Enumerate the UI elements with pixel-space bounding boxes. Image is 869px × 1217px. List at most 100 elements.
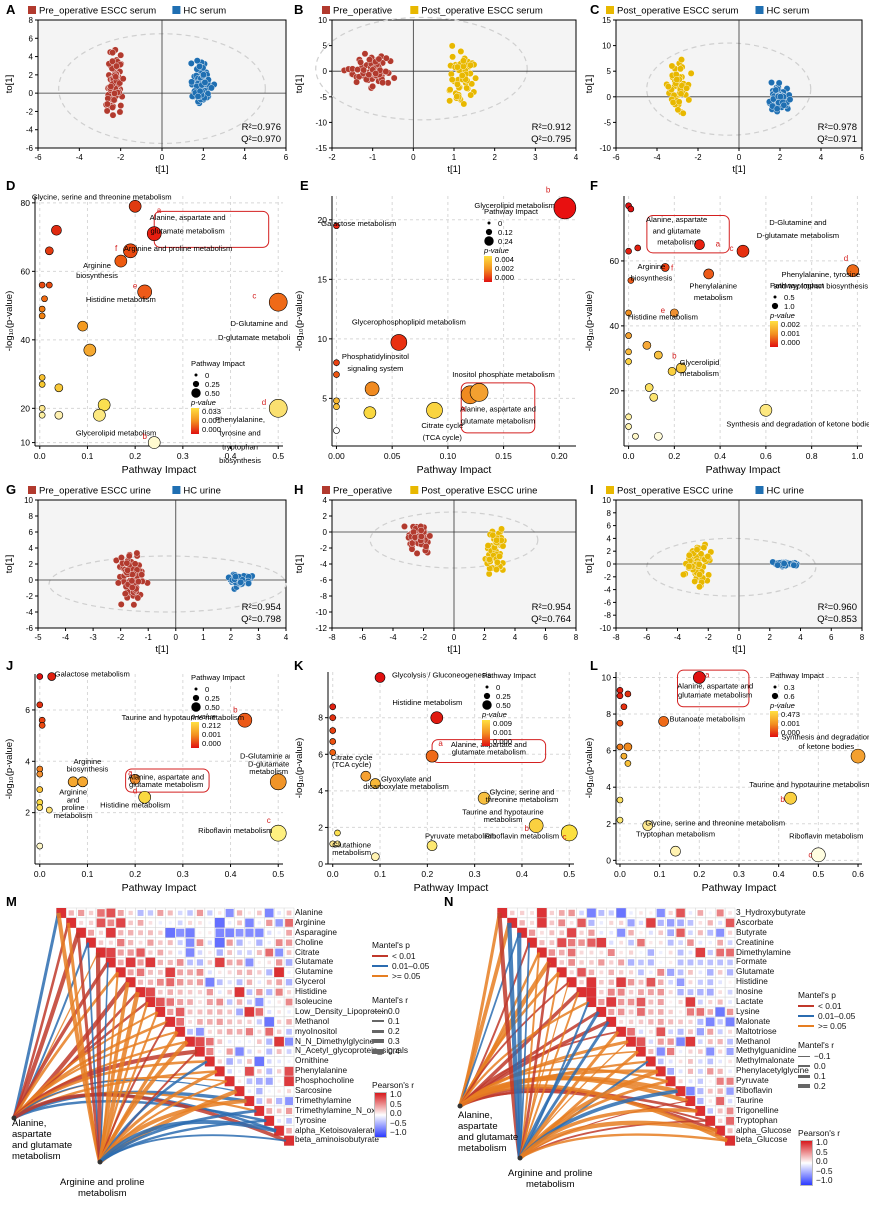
pathway-annotation: Riboflavin metabolism xyxy=(485,831,559,840)
heatmap-square xyxy=(284,1066,294,1076)
heatmap-square xyxy=(579,960,584,965)
heatmap-square xyxy=(276,979,283,986)
heatmap-square xyxy=(237,950,242,955)
y-tick-label: 80 xyxy=(21,198,31,208)
heatmap-square xyxy=(558,919,566,927)
heatmap-square xyxy=(695,947,706,958)
heatmap-square xyxy=(227,921,232,925)
metabolite-label: Sarcosine xyxy=(295,1085,332,1096)
pathway-annotation: D-glutamate xyxy=(248,759,289,768)
heatmap-square xyxy=(707,1068,714,1075)
heatmap-square xyxy=(198,921,202,925)
pathway-bubble xyxy=(430,711,444,725)
data-point xyxy=(413,549,421,557)
heatmap-square xyxy=(177,910,183,916)
x-tick-label: 0 xyxy=(737,633,742,642)
heatmap-square xyxy=(236,999,243,1005)
x-tick-label: 2 xyxy=(768,633,773,642)
heatmap-square xyxy=(688,1029,693,1035)
y-tick-label: 0 xyxy=(29,89,34,98)
heatmap-square xyxy=(519,920,525,926)
data-point xyxy=(138,571,146,579)
x-axis-label: Pathway Impact xyxy=(414,882,489,894)
heatmap-square xyxy=(537,947,547,958)
y-tick-label: 4 xyxy=(606,782,611,792)
heatmap-square xyxy=(226,939,233,946)
metabolite-label: Taurine xyxy=(736,1094,764,1105)
panel-label-l: L xyxy=(590,658,598,673)
heatmap-square xyxy=(607,949,615,956)
pathway-bubble xyxy=(38,305,46,313)
heatmap-square xyxy=(717,1068,723,1074)
panel-label-b: B xyxy=(294,2,304,17)
pathway-annotation: biosynthesis xyxy=(631,273,673,282)
legend-swatch xyxy=(28,6,36,14)
heatmap-square xyxy=(267,1089,271,1093)
y-tick-label: 10 xyxy=(602,672,612,682)
y-tick-label: 60 xyxy=(21,266,31,276)
x-tick-label: -4 xyxy=(389,633,397,642)
heatmap-square xyxy=(527,937,537,948)
heatmap-square xyxy=(667,1038,674,1045)
heatmap-square xyxy=(588,929,595,936)
heatmap-square xyxy=(196,939,204,946)
pathway-annotation: Phosphatidylinositol xyxy=(342,352,409,361)
heatmap-square xyxy=(218,970,222,975)
heatmap-square xyxy=(167,910,173,916)
pathway-bubble xyxy=(624,760,632,767)
metabolite-label: Ascorbate xyxy=(736,916,774,927)
heatmap-square xyxy=(697,979,703,985)
x-tick-label: 0.4 xyxy=(773,869,785,879)
pathway-bubble xyxy=(667,367,677,376)
y-axis-label: to[1] xyxy=(294,555,305,574)
heatmap-square xyxy=(167,1008,174,1016)
y-tick-label: 6 xyxy=(25,705,30,715)
pathway-bubble xyxy=(333,427,340,434)
heatmap-square xyxy=(606,1016,617,1027)
heatmap-square xyxy=(216,949,223,956)
pathway-annotation: Alanine, aspartate and xyxy=(150,213,226,222)
data-point xyxy=(700,544,708,551)
heatmap-square xyxy=(579,910,584,916)
legend-pvalue-tick: 0.001 xyxy=(493,728,512,737)
heatmap-square xyxy=(247,1059,252,1064)
heatmap-square xyxy=(208,931,212,935)
pathway-bubble xyxy=(425,749,439,763)
data-point xyxy=(696,583,703,591)
x-tick-label: 0.6 xyxy=(760,451,772,461)
heatmap-square xyxy=(577,968,586,977)
heatmap-square xyxy=(718,920,723,925)
heatmap-square xyxy=(688,911,693,915)
heatmap-square xyxy=(716,948,725,957)
data-point xyxy=(678,56,685,64)
heatmap-square xyxy=(695,1106,706,1116)
panel-label-f: F xyxy=(590,178,598,193)
y-tick-label: -6 xyxy=(320,576,328,585)
pearson-ticks-m: 1.0 0.5 0.0 −0.5 −1.0 xyxy=(390,1089,407,1137)
x-tick-label: 0 xyxy=(737,153,742,162)
heatmap-square xyxy=(196,959,204,966)
pathway-node-label-alanine-n: Alanine, aspartate and glutamate metabolism xyxy=(458,1110,519,1154)
heatmap-square xyxy=(677,949,684,956)
data-point xyxy=(111,90,118,97)
heatmap-square xyxy=(238,1040,242,1044)
heatmap-square xyxy=(188,1019,192,1024)
heatmap-square xyxy=(167,940,173,946)
heatmap-square xyxy=(177,999,184,1006)
heatmap-square xyxy=(236,939,243,946)
x-tick-label: 4 xyxy=(819,153,824,162)
data-point xyxy=(134,578,142,586)
pathway-bubble xyxy=(129,773,141,785)
pathway-bubble xyxy=(560,824,578,842)
heatmap-square xyxy=(277,1019,282,1024)
heatmap-square xyxy=(287,1010,291,1014)
heatmap-square xyxy=(236,969,243,975)
heatmap-square xyxy=(717,1019,723,1025)
heatmap-square xyxy=(158,989,163,995)
heatmap-square xyxy=(569,970,574,975)
pathway-bubble xyxy=(625,332,632,339)
heatmap-square xyxy=(254,1106,265,1116)
y-tick-label: -8 xyxy=(320,592,328,601)
legend-pvalue-tick: 0.002 xyxy=(495,264,514,273)
metabolite-label: Trimethylamine_N_oxide xyxy=(295,1104,387,1115)
